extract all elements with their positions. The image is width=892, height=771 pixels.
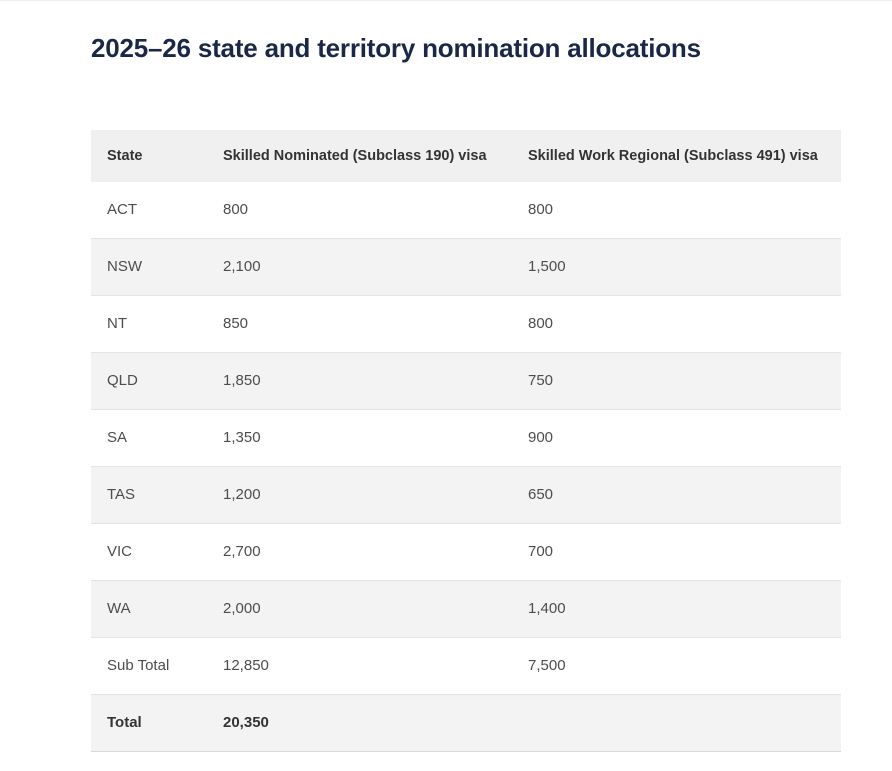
sc190-cell: 850 [223,315,249,332]
column-header-subclass-190: Skilled Nominated (Subclass 190) visa [223,148,487,164]
table-row-tas: TAS 1,200 650 [91,466,841,524]
state-cell: Total [107,714,142,731]
state-cell: TAS [107,486,136,503]
state-cell: SA [107,429,128,446]
sc491-cell: 1,500 [528,258,566,275]
state-cell: Sub Total [107,657,170,674]
sc190-cell: 20,350 [223,714,269,731]
table-row-act: ACT 800 800 [91,182,841,239]
sc491-cell: 650 [528,486,554,503]
sc190-cell: 2,100 [223,258,261,275]
state-cell: NT [107,315,127,332]
table-row-vic: VIC 2,700 700 [91,523,841,581]
column-header-state: State [107,148,143,164]
table-row-sa: SA 1,350 900 [91,409,841,467]
state-cell: WA [107,600,131,617]
sc491-cell: 900 [528,429,554,446]
table-row-wa: WA 2,000 1,400 [91,580,841,638]
page-title: 2025–26 state and territory nomination a… [91,33,701,63]
sc190-cell: 1,850 [223,372,261,389]
sc491-cell: 750 [528,372,554,389]
sc190-cell: 12,850 [223,657,269,674]
table-row-subtotal: Sub Total 12,850 7,500 [91,637,841,695]
sc190-cell: 1,350 [223,429,261,446]
state-cell: ACT [107,201,137,218]
sc491-cell: 1,400 [528,600,566,617]
sc491-cell: 800 [528,315,554,332]
table-row-nsw: NSW 2,100 1,500 [91,238,841,296]
content-area: 2025–26 state and territory nomination a… [0,1,892,752]
sc190-cell: 800 [223,201,249,218]
sc491-cell: 800 [528,201,554,218]
state-cell: NSW [107,258,142,275]
table-row-qld: QLD 1,850 750 [91,352,841,410]
sc190-cell: 1,200 [223,486,261,503]
nomination-allocations-table: State Skilled Nominated (Subclass 190) v… [91,130,841,752]
sc491-cell: 700 [528,543,554,560]
state-cell: QLD [107,372,138,389]
table-header-row: State Skilled Nominated (Subclass 190) v… [91,130,841,182]
sc491-cell [512,695,841,752]
table-row-total: Total 20,350 [91,694,841,752]
state-cell: VIC [107,543,133,560]
sc190-cell: 2,000 [223,600,261,617]
column-header-subclass-491: Skilled Work Regional (Subclass 491) vis… [528,148,818,164]
sc491-cell: 7,500 [528,657,566,674]
sc190-cell: 2,700 [223,543,261,560]
table-row-nt: NT 850 800 [91,295,841,353]
